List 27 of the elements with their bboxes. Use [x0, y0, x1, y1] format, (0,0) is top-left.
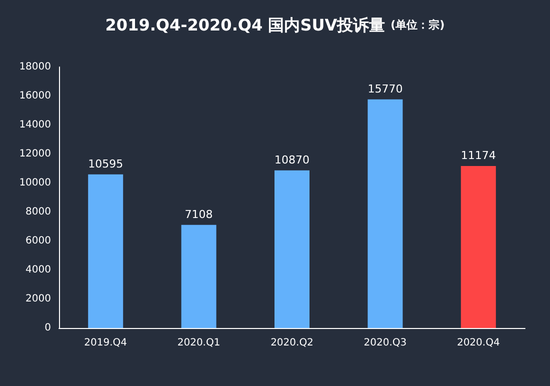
y-tick-label: 2000: [26, 294, 51, 304]
data-label: 7108: [184, 208, 213, 221]
x-tick-label: 2019.Q4: [84, 338, 128, 348]
y-tick-label: 12000: [19, 148, 51, 160]
y-tick-label: 18000: [19, 62, 51, 72]
chart-title: 2019.Q4-2020.Q4 国内SUV投诉量: [105, 16, 391, 34]
x-tick-label: 2020.Q1: [177, 338, 220, 348]
bar: [460, 166, 496, 328]
y-tick-label: 4000: [26, 264, 51, 276]
bar: [274, 170, 310, 328]
x-tick-label: 2020.Q4: [456, 338, 500, 348]
data-label: 11174: [460, 148, 496, 162]
y-tick-label: 14000: [19, 120, 51, 130]
data-label: 10870: [274, 153, 310, 166]
y-tick-label: 8000: [26, 206, 51, 218]
y-tick-label: 0: [44, 322, 51, 334]
data-label: 15770: [368, 82, 403, 96]
bar: [88, 174, 124, 328]
y-tick-label: 16000: [19, 90, 51, 102]
x-tick-label: 2020.Q3: [364, 338, 407, 348]
bar: [181, 224, 216, 328]
chart-subtitle: (单位：宗): [390, 18, 445, 32]
bar: [368, 99, 403, 328]
y-tick-label: 6000: [26, 236, 51, 246]
y-tick-label: 10000: [19, 178, 51, 188]
data-label: 10595: [88, 157, 124, 170]
x-tick-label: 2020.Q2: [270, 338, 314, 348]
